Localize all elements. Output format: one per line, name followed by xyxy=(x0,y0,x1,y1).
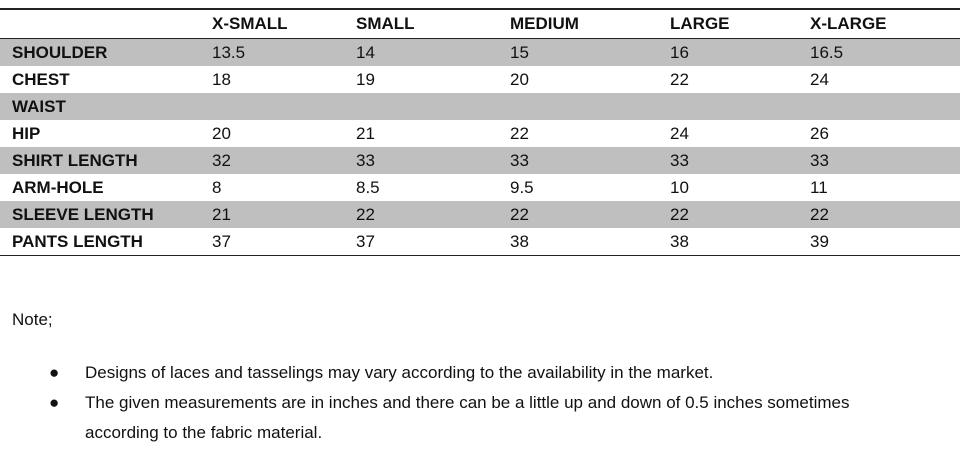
cell-value: 32 xyxy=(212,147,356,174)
row-label: PANTS LENGTH xyxy=(12,231,143,251)
cell-value: 33 xyxy=(356,147,510,174)
cell-value: 15 xyxy=(510,38,670,66)
cell-value: 19 xyxy=(356,69,375,89)
table-row: CHEST 18 19 20 22 24 xyxy=(0,66,960,93)
header-x-small: X-SMALL xyxy=(212,9,356,39)
row-label: SHIRT LENGTH xyxy=(0,147,212,174)
table-row: SLEEVE LENGTH 21 22 22 22 22 xyxy=(0,201,960,228)
table-row: HIP 20 21 22 24 26 xyxy=(0,120,960,147)
cell-value: 37 xyxy=(356,231,375,251)
cell-value: 37 xyxy=(212,231,231,251)
cell-value: 10 xyxy=(670,177,689,197)
row-label: HIP xyxy=(12,123,41,143)
cell-value: 22 xyxy=(670,69,689,89)
cell-value xyxy=(810,93,960,120)
cell-value: 16.5 xyxy=(810,38,960,66)
note-text: The given measurements are in inches and… xyxy=(85,393,850,442)
bullet-icon: ● xyxy=(49,363,60,382)
cell-value: 13.5 xyxy=(212,38,356,66)
cell-value: 22 xyxy=(670,201,810,228)
cell-value: 33 xyxy=(810,147,960,174)
table-row: SHIRT LENGTH 32 33 33 33 33 xyxy=(0,147,960,174)
cell-value: 26 xyxy=(810,123,829,143)
cell-value: 14 xyxy=(356,38,510,66)
bullet-icon: ● xyxy=(49,393,60,412)
header-blank xyxy=(0,9,212,39)
cell-value: 39 xyxy=(810,231,829,251)
note-list: ● Designs of laces and tasselings may var… xyxy=(0,358,905,448)
table-row: ARM-HOLE 8 8.5 9.5 10 11 xyxy=(0,174,960,201)
cell-value: 38 xyxy=(510,231,529,251)
header-row: X-SMALL SMALL MEDIUM LARGE X-LARGE xyxy=(0,9,960,39)
cell-value: 21 xyxy=(212,201,356,228)
cell-value: 11 xyxy=(810,177,828,197)
cell-value: 18 xyxy=(212,69,231,89)
cell-value: 8 xyxy=(212,177,222,197)
cell-value: 20 xyxy=(212,123,231,143)
row-label: SHOULDER xyxy=(0,38,212,66)
table-row: SHOULDER 13.5 14 15 16 16.5 xyxy=(0,38,960,66)
table-row: WAIST xyxy=(0,93,960,120)
header-large: LARGE xyxy=(670,9,810,39)
cell-value: 22 xyxy=(510,123,529,143)
note-text: Designs of laces and tasselings may vary… xyxy=(85,363,714,382)
cell-value: 24 xyxy=(670,123,689,143)
cell-value xyxy=(670,93,810,120)
cell-value xyxy=(510,93,670,120)
cell-value: 22 xyxy=(810,201,960,228)
row-label: WAIST xyxy=(0,93,212,120)
note-bullet: ● Designs of laces and tasselings may var… xyxy=(0,358,905,388)
cell-value: 22 xyxy=(356,201,510,228)
header-x-large: X-LARGE xyxy=(810,9,960,39)
header-medium: MEDIUM xyxy=(510,9,670,39)
cell-value: 16 xyxy=(670,38,810,66)
cell-value: 21 xyxy=(356,123,375,143)
cell-value: 33 xyxy=(670,147,810,174)
cell-value: 22 xyxy=(510,201,670,228)
cell-value: 20 xyxy=(510,69,529,89)
cell-value: 24 xyxy=(810,69,829,89)
row-label: ARM-HOLE xyxy=(12,177,104,197)
cell-value: 9.5 xyxy=(510,177,534,197)
cell-value xyxy=(212,93,356,120)
header-small: SMALL xyxy=(356,9,510,39)
cell-value xyxy=(356,93,510,120)
cell-value: 33 xyxy=(510,147,670,174)
table-row: PANTS LENGTH 37 37 38 38 39 xyxy=(0,228,960,256)
row-label: SLEEVE LENGTH xyxy=(0,201,212,228)
size-chart-table: X-SMALL SMALL MEDIUM LARGE X-LARGE SHOUL… xyxy=(0,8,960,256)
note-bullet: ● The given measurements are in inches an… xyxy=(0,388,905,448)
note-title: Note; xyxy=(12,310,53,329)
cell-value: 38 xyxy=(670,231,689,251)
cell-value: 8.5 xyxy=(356,177,380,197)
row-label: CHEST xyxy=(12,69,70,89)
